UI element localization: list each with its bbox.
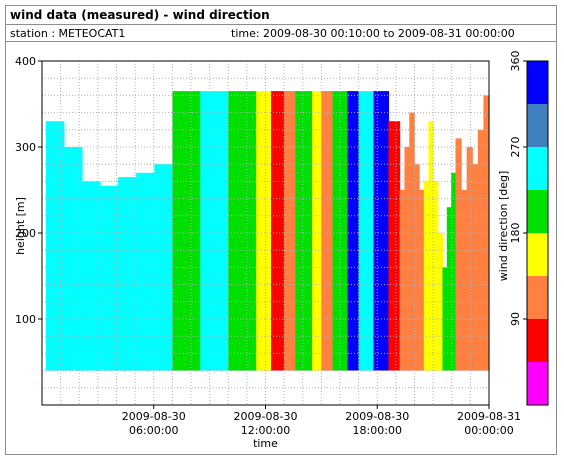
- heatmap-cell: [321, 91, 334, 371]
- heatmap-cell: [200, 91, 229, 371]
- heatmap-cell: [118, 177, 137, 371]
- heatmap-cell: [358, 91, 375, 371]
- y-tick-label: 400: [15, 55, 36, 68]
- info-bar: station : METEOCAT1 time: 2009-08-30 00:…: [6, 25, 556, 42]
- chart-title: wind data (measured) - wind direction: [10, 8, 270, 22]
- x-tick-label-time: 12:00:00: [241, 424, 290, 437]
- y-tick-label: 300: [15, 141, 36, 154]
- x-tick-label-time: 18:00:00: [353, 424, 402, 437]
- heatmap-cell: [256, 91, 272, 371]
- heatmap-cell: [446, 207, 452, 371]
- heatmap-cell: [347, 91, 360, 371]
- heatmap-cell: [312, 91, 322, 371]
- y-axis-label: height [m]: [14, 197, 27, 255]
- y-tick-label: 200: [15, 227, 36, 240]
- colorbar-label: wind direction [deg]: [497, 171, 510, 282]
- heatmap-cell: [404, 147, 410, 371]
- heatmap-cell: [418, 190, 425, 371]
- heatmap-cell: [136, 172, 155, 371]
- heatmap-cell: [437, 233, 444, 371]
- colorbar-band: [527, 104, 548, 147]
- colorbar-band: [527, 61, 548, 104]
- title-bar: wind data (measured) - wind direction: [6, 6, 556, 25]
- y-axis: 100 200 300 400: [15, 55, 42, 326]
- colorbar-band: [527, 190, 548, 233]
- x-tick-label-time: 00:00:00: [464, 424, 513, 437]
- x-axis: 2009-08-3006:00:002009-08-3012:00:002009…: [122, 405, 521, 437]
- heatmap-cell: [81, 181, 101, 371]
- x-tick-label-date: 2009-08-31: [457, 410, 521, 423]
- x-tick-label-time: 06:00:00: [129, 424, 178, 437]
- heatmap-cell: [428, 121, 434, 371]
- heatmap-layer: [45, 91, 490, 371]
- heatmap-cell: [466, 147, 473, 371]
- heatmap-cell: [472, 164, 479, 371]
- colorbar-band: [527, 233, 548, 276]
- x-tick-label-date: 2009-08-30: [234, 410, 298, 423]
- heatmap-cell: [332, 91, 349, 371]
- heatmap-cell: [399, 190, 406, 371]
- heatmap-cell: [414, 164, 420, 371]
- colorbar-tick-label: 180: [509, 223, 522, 244]
- grid-layer: [42, 61, 489, 405]
- heatmap-cell: [63, 147, 83, 371]
- colorbar: 90 180 270 360: [509, 51, 549, 406]
- colorbar-tick-label: 270: [509, 137, 522, 158]
- heatmap-cell: [423, 181, 430, 371]
- heatmap-cell: [284, 91, 296, 371]
- heatmap-cell: [100, 185, 119, 371]
- colorbar-band: [527, 362, 548, 405]
- heatmap-cell: [388, 121, 401, 371]
- heatmap-cell: [271, 91, 285, 371]
- heatmap-cell: [433, 181, 439, 371]
- x-axis-label: time: [253, 437, 278, 450]
- colorbar-band: [527, 276, 548, 319]
- heatmap-cell: [172, 91, 201, 371]
- heatmap-cell: [409, 112, 415, 371]
- heatmap-cell: [154, 164, 173, 371]
- heatmap-cell: [228, 91, 257, 371]
- heatmap-cell: [455, 138, 462, 371]
- colorbar-band: [527, 319, 548, 362]
- heatmap-cell: [461, 190, 468, 371]
- heatmap-cell: [45, 121, 65, 371]
- heatmap-cell: [295, 91, 313, 371]
- x-tick-label-date: 2009-08-30: [122, 410, 186, 423]
- heatmap-cell: [451, 172, 457, 371]
- colorbar-band: [527, 147, 548, 190]
- x-tick-label-date: 2009-08-30: [345, 410, 409, 423]
- station-label: station : METEOCAT1: [10, 27, 126, 40]
- time-range-label: time: 2009-08-30 00:10:00 to 2009-08-31 …: [231, 27, 515, 40]
- y-tick-label: 100: [15, 313, 36, 326]
- heatmap-cell: [373, 91, 390, 371]
- colorbar-tick-label: 360: [509, 51, 522, 72]
- colorbar-tick-label: 90: [509, 312, 522, 326]
